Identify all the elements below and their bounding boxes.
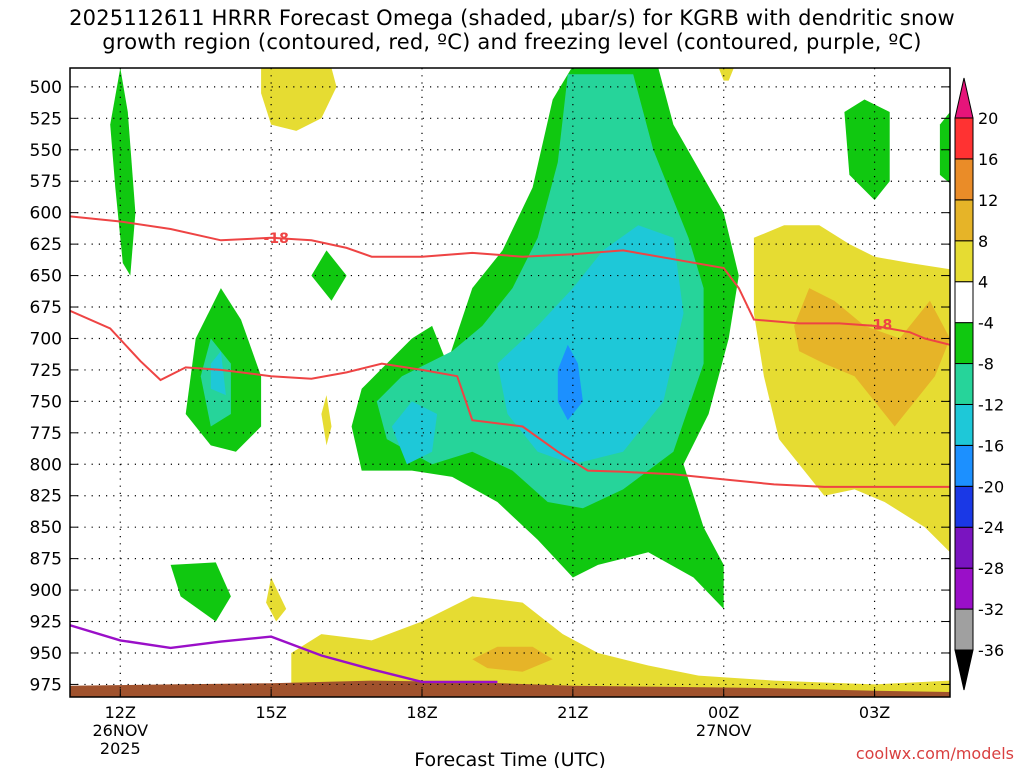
dgz-contour-1 [70,309,950,488]
colorbar-label-4: 4 [978,273,988,292]
y-tick-label-875: 875 [30,550,62,570]
colorbar-label-8: 8 [978,232,988,251]
x-date-label-00Z: 27NOV [696,721,752,740]
omega-region-11 [210,351,226,396]
dgz-contour-label-1: -18 [867,318,892,334]
colorbar-label-20: 20 [978,109,998,128]
y-tick-label-975: 975 [30,675,62,695]
x-tick-label-18Z: 18Z [406,703,437,722]
colorbar-label--8: -8 [978,355,994,374]
colorbar-box-8-to-12 [954,199,974,242]
omega-region-10 [391,401,438,465]
source-credit: coolwx.com/models [855,744,1014,763]
colorbar-box--28-to--24 [954,526,974,569]
colorbar-label--20: -20 [978,477,1004,496]
x-tick-label-21Z: 21Z [557,703,588,722]
y-tick-label-850: 850 [30,518,62,538]
colorbar-over-triangle [954,77,974,119]
y-tick-label-925: 925 [30,613,62,633]
colorbar-label-12: 12 [978,191,998,210]
freezing-level-line [70,624,498,684]
colorbar-box--36-to--32 [954,608,974,651]
y-tick-label-900: 900 [30,581,62,601]
omega-region-20 [472,646,553,672]
y-tick-label-575: 575 [30,172,62,192]
omega-region-4 [170,562,231,622]
title-line-1: 2025112611 HRRR Forecast Omega (shaded, … [69,6,955,30]
colorbar: -36 -32 -28 -24 -20 -16 -12 -8 -4 4 8 12 16 20 [954,77,1004,691]
plot-frame [69,67,951,698]
y-tick-label-825: 825 [30,487,62,507]
colorbar-label--12: -12 [978,395,1004,414]
y-tick-label-950: 950 [30,644,62,664]
colorbar-box--24-to--20 [954,485,974,528]
colorbar-box-12-to-16 [954,158,974,201]
omega-region-3 [311,250,347,301]
x-axis-label: Forecast Time (UTC) [414,749,605,768]
y-tick-label-525: 525 [30,109,62,129]
colorbar-label--36: -36 [978,641,1004,660]
colorbar-box--4-to-4 [954,281,974,324]
omega-region-9 [497,225,684,465]
omega-region-15 [291,596,950,697]
contour-lines: -18 -18 [70,215,950,684]
colorbar-label--4: -4 [978,314,994,333]
colorbar-label--16: -16 [978,436,1004,455]
omega-region-17 [321,395,332,446]
colorbar-box-16-to-20 [954,117,974,160]
omega-region-18 [718,68,734,81]
y-tick-label-725: 725 [30,361,62,381]
colorbar-label--28: -28 [978,559,1004,578]
title-line-2: growth region (contoured, red, ºC) and f… [102,30,922,54]
x-tick-label-03Z: 03Z [859,703,890,722]
colorbar-box-4-to-8 [954,240,974,283]
x-date-label-12Z: 26NOV [92,721,148,740]
x-tick-label-00Z: 00Z [708,703,739,722]
x-tick-label-12Z: 12Z [105,703,136,722]
dgz-contour-label-0: -18 [264,231,289,247]
x-tick-label-15Z: 15Z [255,703,286,722]
omega-region-6 [939,111,950,184]
colorbar-box--16-to--12 [954,403,974,446]
colorbar-label-16: 16 [978,150,998,169]
omega-region-12 [557,344,583,421]
terrain-ground [70,680,950,697]
omega-region-5 [844,99,890,201]
y-tick-label-775: 775 [30,424,62,444]
colorbar-box--20-to--16 [954,444,974,487]
y-tick-label-750: 750 [30,392,62,412]
colorbar-box--32-to--28 [954,567,974,610]
dgz-contour-0 [70,215,950,346]
colorbar-box--12-to--8 [954,363,974,405]
colorbar-box--8-to--4 [954,322,974,365]
y-tick-label-500: 500 [30,78,62,98]
chart-title: 2025112611 HRRR Forecast Omega (shaded, … [0,6,1024,54]
colorbar-label--24: -24 [978,518,1004,537]
x-year-label: 2025 [100,739,141,758]
y-tick-label-800: 800 [30,455,62,475]
colorbar-under-triangle [954,649,974,691]
gridlines [70,68,950,697]
y-tick-label-650: 650 [30,267,62,287]
axes: 500 525 550 575 600 625 650 675 700 725 750 775 800 8… [30,78,950,758]
y-tick-label-550: 550 [30,141,62,161]
colorbar-label--32: -32 [978,600,1004,619]
omega-region-13 [261,68,337,131]
y-tick-label-700: 700 [30,329,62,349]
omega-region-16 [266,577,287,622]
omega-shading [70,68,950,697]
y-tick-label-600: 600 [30,204,62,224]
y-tick-label-675: 675 [30,298,62,318]
y-tick-label-625: 625 [30,235,62,255]
